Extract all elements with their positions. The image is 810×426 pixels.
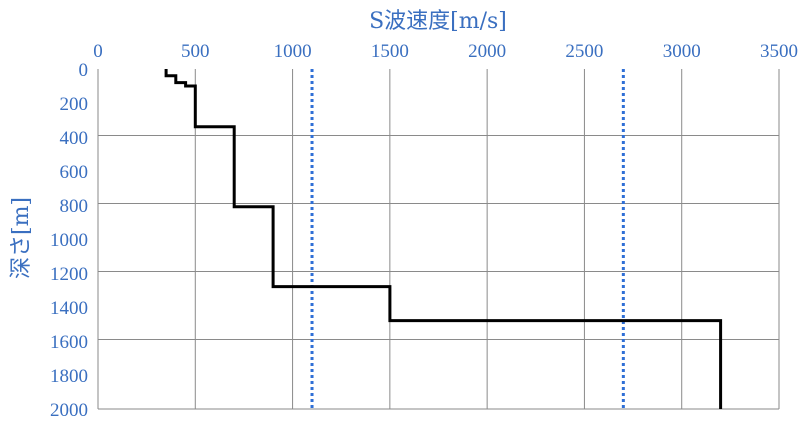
series-layer [164, 69, 723, 409]
y-tick-label: 800 [60, 196, 89, 217]
x-tick-label: 3000 [663, 41, 701, 62]
y-tick-label: 400 [60, 128, 89, 149]
x-axis-title: S波速度[m/s] [369, 9, 507, 34]
y-tick-label: 1400 [50, 298, 88, 319]
y-tick-label: 1600 [50, 332, 88, 353]
y-tick-label: 2000 [50, 400, 88, 421]
x-tick-label: 3500 [760, 41, 798, 62]
grid-lines [97, 69, 780, 410]
y-tick-label: 1200 [50, 264, 88, 285]
x-tick-labels: 0 500 1000 1500 2000 2500 3000 3500 [93, 41, 798, 62]
y-tick-label: 1000 [50, 230, 88, 251]
y-tick-label: 1800 [50, 366, 88, 387]
x-tick-label: 500 [181, 41, 210, 62]
y-axis-title: 深さ[m] [9, 197, 34, 279]
x-tick-label: 0 [93, 41, 103, 62]
y-tick-label: 200 [60, 94, 89, 115]
y-tick-labels: 0 200 400 600 800 1000 1200 1400 1600 1800 2000 [50, 60, 88, 421]
x-tick-label: 2000 [468, 41, 506, 62]
reference-lines [310, 69, 625, 409]
velocity-profile-line [164, 69, 723, 409]
y-tick-label: 600 [60, 162, 89, 183]
x-tick-label: 1000 [274, 41, 312, 62]
y-tick-label: 0 [79, 60, 89, 81]
x-tick-label: 1500 [371, 41, 409, 62]
x-tick-label: 2500 [565, 41, 603, 62]
